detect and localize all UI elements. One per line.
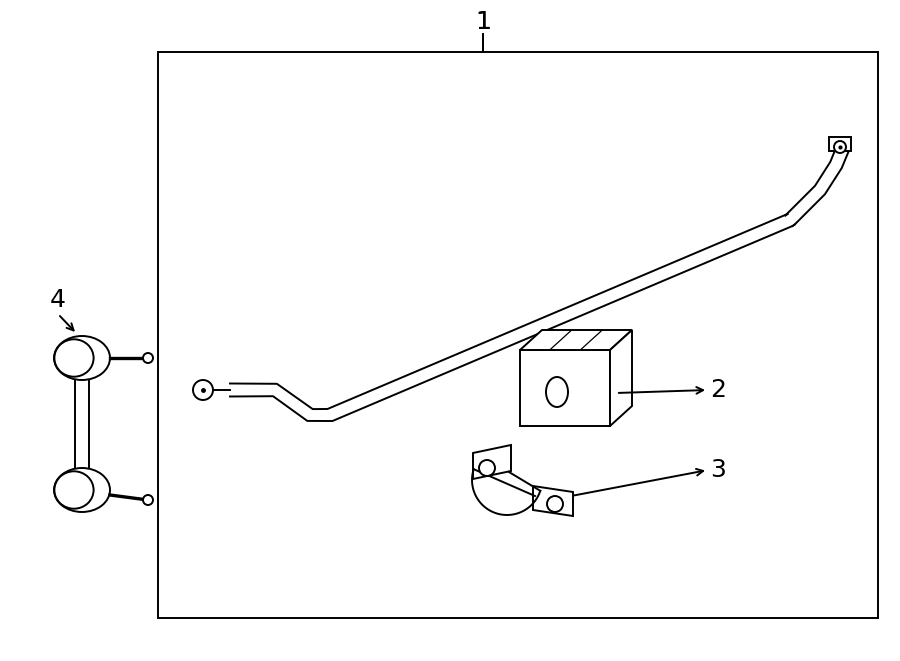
Text: 2: 2 (710, 378, 726, 402)
Polygon shape (520, 350, 610, 426)
Circle shape (143, 495, 153, 505)
Circle shape (834, 141, 846, 153)
Ellipse shape (54, 336, 110, 380)
Text: 3: 3 (710, 458, 726, 482)
Polygon shape (533, 486, 573, 516)
Bar (158, 52, 878, 618)
Circle shape (547, 496, 563, 512)
Ellipse shape (54, 339, 94, 377)
Text: 1: 1 (475, 10, 491, 34)
Polygon shape (520, 330, 632, 350)
Circle shape (143, 353, 153, 363)
Circle shape (479, 460, 495, 476)
Polygon shape (473, 445, 511, 479)
Text: 1: 1 (475, 10, 491, 34)
Ellipse shape (54, 471, 94, 509)
Text: 4: 4 (50, 288, 66, 312)
Ellipse shape (546, 377, 568, 407)
Circle shape (193, 380, 213, 400)
Bar (829, 137, 851, 151)
Polygon shape (610, 330, 632, 426)
Ellipse shape (54, 468, 110, 512)
